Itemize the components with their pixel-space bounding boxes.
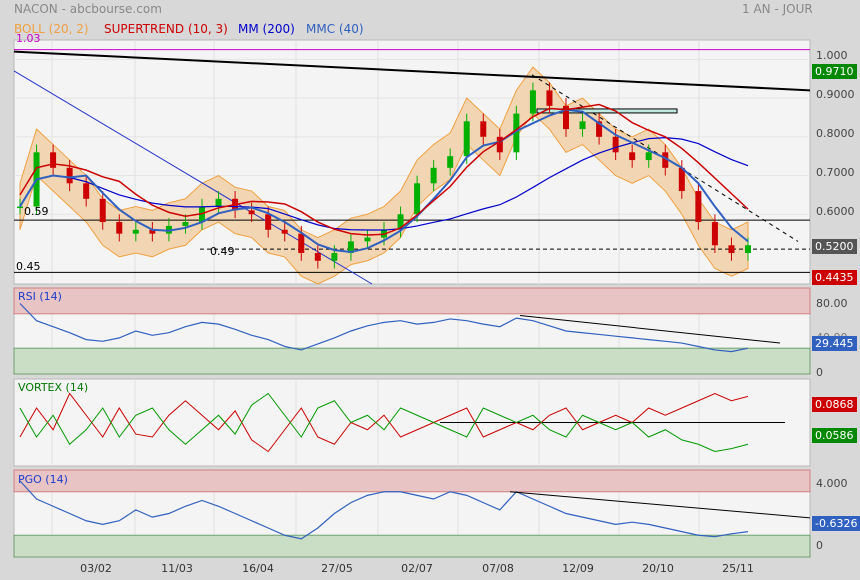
candle-body [711, 222, 718, 246]
blue-trendline [13, 70, 373, 285]
candle-body [579, 121, 586, 130]
supertrend-line [19, 103, 749, 236]
level-label-1-03: 1.03 [16, 32, 41, 45]
rsi-oversold-zone [13, 347, 811, 375]
rsi-last-badge: 29.445 [812, 336, 857, 351]
candle-body [215, 198, 222, 207]
rsi-tick-80: 80.00 [816, 297, 848, 310]
x-tick-07-08: 07/08 [482, 562, 514, 575]
y-tick-0-700: 0.7000 [816, 166, 855, 179]
x-tick-12-09: 12/09 [562, 562, 594, 575]
candle-body [480, 121, 487, 137]
x-tick-03-02: 03/02 [80, 562, 112, 575]
pgo-line [19, 480, 749, 540]
period-label: 1 AN - JOUR [742, 2, 813, 16]
vortex-title: VORTEX (14) [18, 381, 89, 394]
candle-body [132, 229, 139, 234]
candle-body [281, 229, 288, 234]
vortex-minus-line [19, 392, 749, 453]
x-tick-25-11: 25/11 [722, 562, 754, 575]
candle-body [99, 198, 106, 223]
candle-body [66, 167, 73, 184]
pgo-trendline [509, 491, 811, 519]
rsi-overbought-zone [13, 287, 811, 315]
level-label-0-45: 0.45 [16, 260, 41, 273]
candle-body [248, 210, 255, 215]
y-tick-1-000: 1.000 [816, 49, 848, 62]
vortex-plus-line [19, 392, 749, 453]
candle-body [314, 253, 321, 261]
vortex-plus-badge: 0.0868 [812, 397, 857, 412]
candle-body [17, 206, 23, 209]
candle-body [347, 241, 354, 254]
rsi-line [19, 303, 749, 353]
candle-body [546, 90, 553, 106]
chart-title: NACON - abcbourse.com [14, 2, 162, 16]
candle-body [728, 245, 735, 254]
pgo-lower-zone [13, 534, 811, 558]
candle-body [414, 183, 421, 215]
legend-mm: MM (200) [238, 22, 295, 36]
long-trendline [13, 50, 811, 92]
candle-body [629, 152, 636, 161]
rsi-title: RSI (14) [18, 290, 62, 303]
x-tick-11-03: 11/03 [161, 562, 193, 575]
candle-body [430, 167, 437, 184]
candle-body [695, 191, 702, 223]
legend-boll: BOLL (20, 2) [14, 22, 89, 36]
pgo-last-badge: -0.6326 [812, 516, 860, 531]
candle-body [513, 113, 520, 153]
resistance-box [536, 108, 678, 114]
mmc40-line [19, 108, 749, 254]
legend-mmc: MMC (40) [306, 22, 364, 36]
candle-body [563, 105, 569, 130]
legend-supertrend: SUPERTREND (10, 3) [104, 22, 228, 36]
pgo-tick-4: 4.000 [816, 477, 848, 490]
x-tick-20-10: 20/10 [642, 562, 674, 575]
candle-body [496, 136, 503, 153]
candle-body [596, 121, 603, 137]
mm200-line [19, 136, 749, 231]
x-tick-02-07: 02/07 [401, 562, 433, 575]
candle-body [265, 214, 272, 230]
rsi-trendline [519, 315, 781, 344]
candle-body [331, 253, 338, 261]
badge-low-price: 0.4435 [812, 270, 857, 285]
candle-body [116, 222, 123, 234]
candle-body [182, 222, 189, 226]
rsi-tick-0: 0 [816, 366, 823, 379]
candle-body [645, 152, 652, 161]
badge-high-price: 0.9710 [812, 64, 857, 79]
y-tick-0-600: 0.6000 [816, 205, 855, 218]
candle-body [745, 245, 751, 254]
candle-body [50, 152, 57, 168]
candle-body [397, 214, 404, 230]
candle-body [298, 233, 305, 254]
candle-body [612, 136, 619, 153]
pgo-tick-0: 0 [816, 539, 823, 552]
candle-body [447, 156, 454, 168]
vortex-minus-badge: 0.0586 [812, 428, 857, 443]
y-tick-0-900: 0.9000 [816, 88, 855, 101]
candle-body [463, 121, 470, 157]
candle-body [149, 229, 156, 234]
level-label-0-59: 0.59 [24, 205, 49, 218]
x-tick-16-04: 16/04 [242, 562, 274, 575]
candle-body [83, 183, 90, 199]
level-label-0-49: 0.49 [210, 245, 235, 258]
pgo-upper-zone [13, 469, 811, 493]
pgo-title: PGO (14) [18, 473, 68, 486]
y-tick-0-800: 0.8000 [816, 127, 855, 140]
candle-body [662, 152, 669, 168]
candle-body [678, 167, 685, 192]
candle-body [529, 90, 536, 114]
x-tick-27-05: 27/05 [321, 562, 353, 575]
candle-body [364, 237, 371, 242]
badge-last-price: 0.5200 [812, 239, 857, 254]
